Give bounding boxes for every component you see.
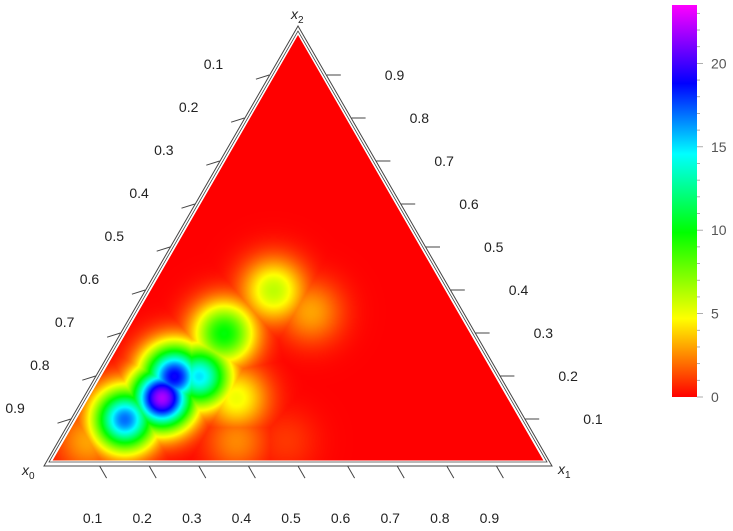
bottom-tick (396, 465, 405, 479)
bottom-tick-label: 0.3 (182, 510, 202, 526)
bottom-tick-label: 0.5 (281, 510, 301, 526)
right-tick-label: 0.7 (434, 153, 454, 169)
right-tick-label: 0.6 (459, 196, 479, 212)
bottom-tick-label: 0.9 (480, 510, 500, 526)
right-tick-label: 0.3 (534, 325, 554, 341)
left-tick-label: 0.6 (80, 271, 100, 287)
left-tick-label: 0.2 (179, 99, 199, 115)
bottom-tick-label: 0.2 (132, 510, 152, 526)
bottom-tick-label: 0.7 (380, 510, 400, 526)
corner-label-x2: x2 (290, 6, 304, 26)
right-tick-label: 0.2 (558, 368, 578, 384)
left-tick (181, 203, 195, 209)
right-tick-label: 0.5 (484, 239, 504, 255)
left-tick (206, 160, 220, 166)
left-tick-label: 0.4 (129, 185, 149, 201)
left-tick (156, 246, 171, 252)
colorbar-tick-label: 10 (711, 222, 727, 238)
left-tick (57, 418, 71, 424)
bottom-tick-label: 0.6 (331, 510, 351, 526)
bottom-tick (297, 465, 306, 479)
bottom-tick (148, 465, 157, 479)
bottom-tick (247, 465, 256, 479)
right-tick-label: 0.9 (385, 67, 405, 83)
bottom-tick-label: 0.1 (83, 510, 103, 526)
left-tick-label: 0.8 (30, 357, 50, 373)
colorbar-tick-label: 15 (711, 139, 727, 155)
colorbar-tick-label: 0 (711, 389, 719, 405)
bottom-tick-label: 0.8 (430, 510, 450, 526)
left-tick-label: 0.5 (105, 228, 125, 244)
left-tick-label: 0.7 (55, 314, 75, 330)
corner-label-x1: x1 (557, 461, 571, 481)
colorbar-tick-label: 20 (711, 55, 727, 71)
colorbar-ticks: 0 5 10 15 20 (697, 12, 727, 405)
left-tick (82, 375, 96, 381)
left-tick-label: 0.1 (204, 56, 224, 72)
tick-labels: 0.1 0.2 0.3 0.4 0.5 0.6 0.7 0.8 0.9 0.9 0.8 0.7 0.6 0… (5, 56, 603, 526)
left-tick (230, 117, 245, 123)
bottom-tick (495, 465, 504, 479)
right-tick-label: 0.8 (410, 110, 430, 126)
triangle-frame-inner (48, 30, 548, 463)
colorbar-tick-label: 5 (711, 306, 719, 322)
corner-label-x0: x0 (21, 462, 35, 482)
right-tick-label: 0.1 (583, 411, 603, 427)
left-tick (255, 74, 270, 80)
left-tick (106, 332, 121, 338)
bottom-tick (347, 465, 356, 479)
colorbar (672, 5, 697, 397)
left-tick-label: 0.3 (154, 142, 174, 158)
bottom-tick (198, 465, 207, 479)
bottom-tick-label: 0.4 (232, 510, 252, 526)
left-tick-label: 0.9 (5, 400, 25, 416)
bottom-tick (446, 465, 455, 479)
right-tick-label: 0.4 (509, 282, 529, 298)
left-tick (131, 289, 146, 295)
bottom-tick (99, 465, 108, 479)
tick-marks (57, 74, 540, 479)
